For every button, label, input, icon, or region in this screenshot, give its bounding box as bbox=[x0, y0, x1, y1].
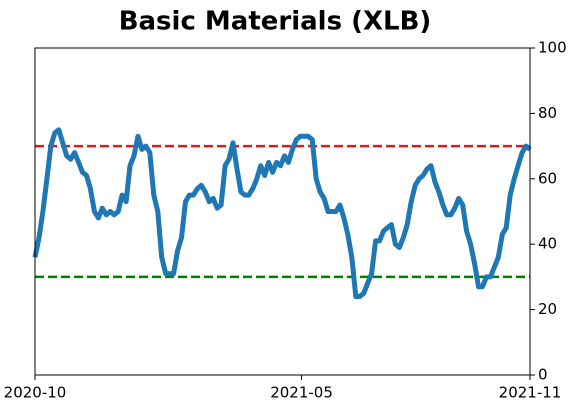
y-tick-label: 80 bbox=[538, 104, 557, 122]
y-tick-label: 60 bbox=[538, 169, 557, 187]
y-tick-label: 100 bbox=[538, 39, 567, 57]
chart-title: Basic Materials (XLB) bbox=[119, 7, 432, 37]
y-tick-label: 20 bbox=[538, 300, 557, 318]
y-tick-label: 0 bbox=[538, 366, 548, 384]
data-line bbox=[32, 127, 532, 299]
x-tick-label: 2020-10 bbox=[4, 384, 67, 402]
y-tick-label: 40 bbox=[538, 235, 557, 253]
plot-frame bbox=[34, 47, 531, 376]
x-tick-label: 2021-05 bbox=[270, 384, 333, 402]
x-tick-label: 2021-11 bbox=[499, 384, 562, 402]
